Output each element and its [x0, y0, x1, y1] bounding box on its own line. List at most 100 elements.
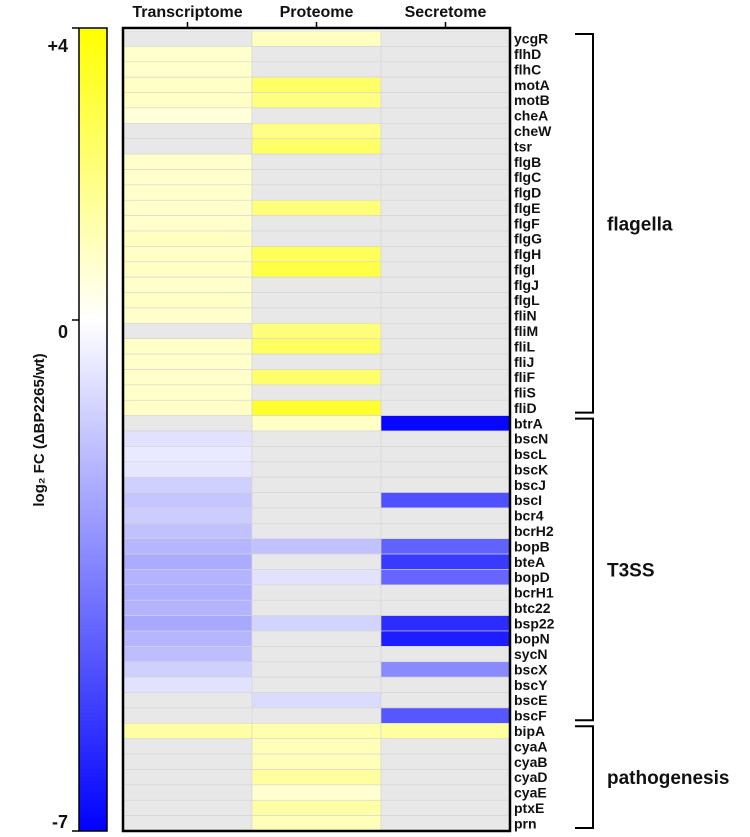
heatmap-cell	[122, 815, 253, 832]
heatmap-cell	[122, 538, 253, 555]
heatmap-cell	[122, 769, 253, 786]
heatmap-cell	[251, 169, 382, 186]
heatmap-cell	[122, 246, 253, 263]
heatmap-cell	[122, 399, 253, 416]
row-label: flgE	[514, 200, 540, 216]
row-label: flgC	[514, 169, 541, 185]
heatmap-cell	[380, 61, 511, 78]
group-label: T3SS	[607, 560, 655, 581]
heatmap-cell	[122, 184, 253, 201]
heatmap-cell	[122, 138, 253, 155]
heatmap-cell	[122, 292, 253, 309]
heatmap-cell	[122, 676, 253, 693]
heatmap-cell	[251, 569, 382, 586]
heatmap-cell	[380, 323, 511, 339]
heatmap-cell	[380, 815, 511, 832]
heatmap-cell	[251, 153, 382, 170]
row-label: flhD	[514, 46, 541, 62]
heatmap-cell	[251, 369, 382, 386]
heatmap-cell	[251, 430, 382, 447]
heatmap-cell	[122, 276, 253, 293]
heatmap-cell	[251, 784, 382, 801]
heatmap-cell	[122, 523, 253, 539]
heatmap-cell	[380, 584, 511, 601]
row-label: bcrH1	[514, 585, 554, 601]
heatmap-cell	[251, 584, 382, 601]
heatmap-cell	[122, 353, 253, 370]
heatmap-cell	[122, 461, 253, 478]
heatmap-cell	[380, 76, 511, 93]
row-label: flgB	[514, 154, 541, 170]
heatmap-cell	[380, 399, 511, 416]
row-label: cyaB	[514, 754, 547, 770]
heatmap-cell	[251, 646, 382, 663]
heatmap-cell	[251, 738, 382, 755]
group-brackets: flagella T3SS pathogenesis	[575, 33, 729, 829]
heatmap-cell	[380, 261, 511, 278]
heatmap-cell	[251, 476, 382, 493]
heatmap-cell	[380, 169, 511, 186]
heatmap-cell	[251, 461, 382, 478]
row-label: fliL	[514, 338, 535, 354]
row-label: motB	[514, 92, 550, 108]
heatmap-cell	[122, 753, 253, 770]
row-label: fliM	[514, 323, 538, 339]
heatmap-cell	[380, 692, 511, 709]
row-label: bcrH2	[514, 523, 554, 539]
group-label: pathogenesis	[607, 768, 729, 789]
colorbar-label: log₂ FC (ΔBP2265/wt)	[31, 353, 48, 506]
heatmap-cell	[380, 338, 511, 355]
row-label: flgI	[514, 261, 535, 277]
heatmap-cell	[251, 507, 382, 524]
heatmap-cell	[122, 323, 253, 339]
row-label: bscN	[514, 431, 548, 447]
group-bracket	[575, 33, 594, 414]
heatmap-cell	[122, 446, 253, 463]
group-label: flagella	[607, 214, 673, 235]
row-label: bscE	[514, 692, 547, 708]
heatmap-cell	[380, 615, 511, 632]
heatmap-cell	[251, 76, 382, 93]
heatmap-cell	[251, 692, 382, 709]
heatmap-cell	[380, 307, 511, 324]
heatmap-cell	[122, 799, 253, 816]
heatmap-cell	[251, 138, 382, 155]
row-label: fliJ	[514, 354, 534, 370]
colorbar-gradient	[78, 27, 108, 832]
heatmap-cell	[251, 323, 382, 339]
heatmap-cell	[380, 30, 511, 47]
heatmap-cell	[122, 415, 253, 432]
row-label: bcr4	[514, 508, 544, 524]
heatmap-cell	[251, 661, 382, 678]
heatmap-cell	[380, 646, 511, 663]
heatmap-cell	[251, 523, 382, 539]
heatmap-cell	[122, 630, 253, 647]
row-label: flgF	[514, 215, 540, 231]
row-label: btc22	[514, 600, 551, 616]
row-label: cheW	[514, 123, 552, 139]
heatmap-cell	[380, 369, 511, 386]
heatmap-cell	[251, 446, 382, 463]
heatmap-cell	[251, 415, 382, 432]
heatmap-cell	[122, 646, 253, 663]
heatmap-cell	[251, 276, 382, 293]
heatmap-cell	[380, 292, 511, 309]
heatmap-cell	[251, 261, 382, 278]
heatmap-cell	[122, 30, 253, 47]
colorbar-tick-mid: 0	[58, 322, 68, 342]
heatmap-cell	[380, 599, 511, 616]
heatmap-cell	[251, 246, 382, 263]
group-bracket	[575, 417, 594, 722]
row-label: bscI	[514, 492, 542, 508]
heatmap-cell	[380, 199, 511, 216]
heatmap-cell	[122, 261, 253, 278]
row-label: flgH	[514, 246, 541, 262]
heatmap-cell	[122, 553, 253, 570]
column-label: Proteome	[280, 4, 354, 21]
heatmap-cell	[122, 46, 253, 63]
heatmap-cell	[380, 569, 511, 586]
row-label: bscJ	[514, 477, 546, 493]
heatmap-cell	[380, 461, 511, 478]
column-label: Secretome	[405, 4, 487, 21]
row-label: motA	[514, 77, 550, 93]
